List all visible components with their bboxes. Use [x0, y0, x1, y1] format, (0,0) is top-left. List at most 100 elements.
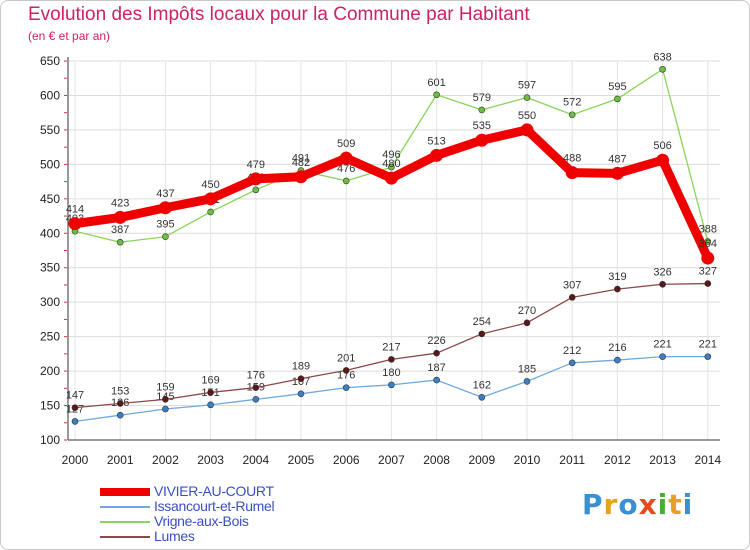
legend-swatch-vivier [100, 488, 150, 496]
data-label-vrigne-aux-bois: 638 [653, 51, 671, 63]
data-point-issancourt-et-rumel [568, 359, 576, 367]
data-label-lumes: 326 [653, 266, 671, 278]
data-label-issancourt-et-rumel: 162 [473, 379, 491, 391]
data-label-issancourt-et-rumel: 212 [563, 345, 581, 357]
logo-letter: x [638, 488, 658, 521]
data-point-lumes [659, 280, 666, 288]
data-point-lumes [297, 375, 305, 382]
x-tick-label: 2002 [152, 453, 179, 467]
data-label-vrigne-aux-bois: 579 [473, 92, 491, 104]
x-tick-label: 2005 [288, 453, 315, 467]
data-point-lumes [342, 367, 350, 374]
x-tick-label: 2004 [242, 453, 269, 467]
data-label-lumes: 176 [247, 370, 265, 382]
data-label-vrigne-aux-bois: 597 [518, 80, 536, 92]
data-label-lumes: 217 [382, 341, 400, 353]
proxiti-logo: Proxiti [582, 488, 693, 521]
data-label-lumes: 169 [201, 374, 219, 386]
data-label-vrigne-aux-bois: 388 [699, 224, 717, 236]
data-label-vrigne-aux-bois: 496 [382, 149, 400, 161]
legend-label-lumes: Lumes [154, 528, 195, 544]
data-label-lumes: 254 [473, 316, 491, 328]
data-point-issancourt-et-rumel [614, 356, 621, 364]
data-label-issancourt-et-rumel: 180 [382, 367, 400, 379]
data-label-vrigne-aux-bois: 601 [427, 77, 445, 89]
y-tick-label: 250 [40, 330, 60, 344]
data-label-lumes: 270 [518, 305, 536, 317]
data-point-vrigne-aux-bois [659, 65, 666, 73]
x-tick-label: 2011 [559, 453, 585, 467]
data-label-vivier-au-court: 513 [427, 135, 445, 147]
data-label-issancourt-et-rumel: 216 [608, 342, 626, 354]
data-point-vrigne-aux-bois [388, 163, 395, 171]
data-label-vrigne-aux-bois: 387 [111, 224, 129, 236]
data-point-vrigne-aux-bois [252, 186, 260, 194]
data-point-vivier-au-court [520, 123, 534, 137]
chart-subtitle: (en € et par an) [28, 29, 111, 43]
x-tick-label: 2000 [62, 453, 89, 467]
x-tick-label: 2006 [333, 453, 360, 467]
data-point-vrigne-aux-bois [342, 177, 350, 185]
data-label-issancourt-et-rumel: 221 [653, 339, 671, 351]
data-label-vivier-au-court: 437 [156, 188, 174, 200]
data-point-issancourt-et-rumel [71, 418, 79, 425]
line-chart: 100 150 200 250 300 350 400 450 500 550 600 650 2000… [40, 51, 722, 467]
x-tick-label: 2001 [107, 453, 134, 467]
data-point-lumes [433, 349, 440, 357]
data-point-issancourt-et-rumel [523, 378, 531, 385]
legend-swatch-vrigne [100, 521, 150, 523]
data-label-lumes: 159 [156, 381, 174, 393]
data-label-lumes: 319 [608, 271, 626, 283]
data-label-vivier-au-court: 364 [699, 238, 717, 250]
data-point-lumes [614, 285, 621, 293]
data-point-lumes [71, 404, 79, 411]
data-point-vrigne-aux-bois [162, 233, 169, 241]
logo-letter: o [618, 488, 639, 521]
data-label-vrigne-aux-bois: 395 [156, 219, 174, 231]
x-tick-label: 2008 [423, 453, 450, 467]
data-label-issancourt-et-rumel: 221 [699, 339, 717, 351]
data-label-vivier-au-court: 414 [66, 204, 84, 216]
data-point-issancourt-et-rumel [388, 381, 395, 389]
data-label-vivier-au-court: 487 [608, 153, 626, 165]
data-point-vivier-au-court [294, 170, 308, 184]
data-label-vivier-au-court: 506 [653, 140, 671, 152]
y-tick-label: 600 [40, 88, 60, 102]
data-point-lumes [207, 389, 214, 396]
legend-swatch-lumes [100, 536, 150, 538]
data-point-lumes [388, 356, 395, 363]
data-label-vivier-au-court: 480 [382, 158, 400, 170]
data-label-lumes: 147 [66, 390, 84, 402]
data-point-lumes [478, 330, 486, 338]
logo-letter: r [603, 488, 619, 521]
data-label-lumes: 327 [699, 266, 717, 278]
data-point-vivier-au-court [113, 210, 127, 224]
logo-letter: i [657, 488, 669, 521]
data-point-vivier-au-court [565, 166, 579, 180]
x-tick-label: 2010 [514, 453, 541, 467]
data-label-lumes: 307 [563, 279, 581, 291]
data-label-vivier-au-court: 550 [518, 110, 536, 122]
x-tick-label: 2014 [694, 453, 721, 467]
data-point-vivier-au-court [384, 171, 398, 185]
data-point-vrigne-aux-bois [116, 238, 124, 246]
y-tick-label: 100 [40, 433, 60, 447]
data-label-vivier-au-court: 479 [247, 159, 265, 171]
data-point-issancourt-et-rumel [433, 376, 440, 384]
y-tick-label: 500 [40, 157, 60, 171]
x-tick-label: 2009 [468, 453, 495, 467]
data-point-issancourt-et-rumel [252, 396, 260, 403]
y-tick-label: 450 [40, 192, 60, 206]
data-point-lumes [704, 280, 712, 287]
data-label-vivier-au-court: 488 [563, 153, 581, 165]
data-point-vrigne-aux-bois [478, 106, 486, 114]
data-label-issancourt-et-rumel: 176 [337, 370, 355, 382]
data-point-vivier-au-court [701, 251, 715, 265]
data-point-lumes [162, 396, 169, 403]
data-label-vrigne-aux-bois: 476 [337, 163, 355, 175]
y-tick-label: 300 [40, 295, 60, 309]
data-label-vivier-au-court: 423 [111, 197, 129, 209]
y-tick-label: 400 [40, 226, 60, 240]
y-tick-label: 550 [40, 123, 60, 137]
data-label-vrigne-aux-bois: 572 [563, 97, 581, 109]
